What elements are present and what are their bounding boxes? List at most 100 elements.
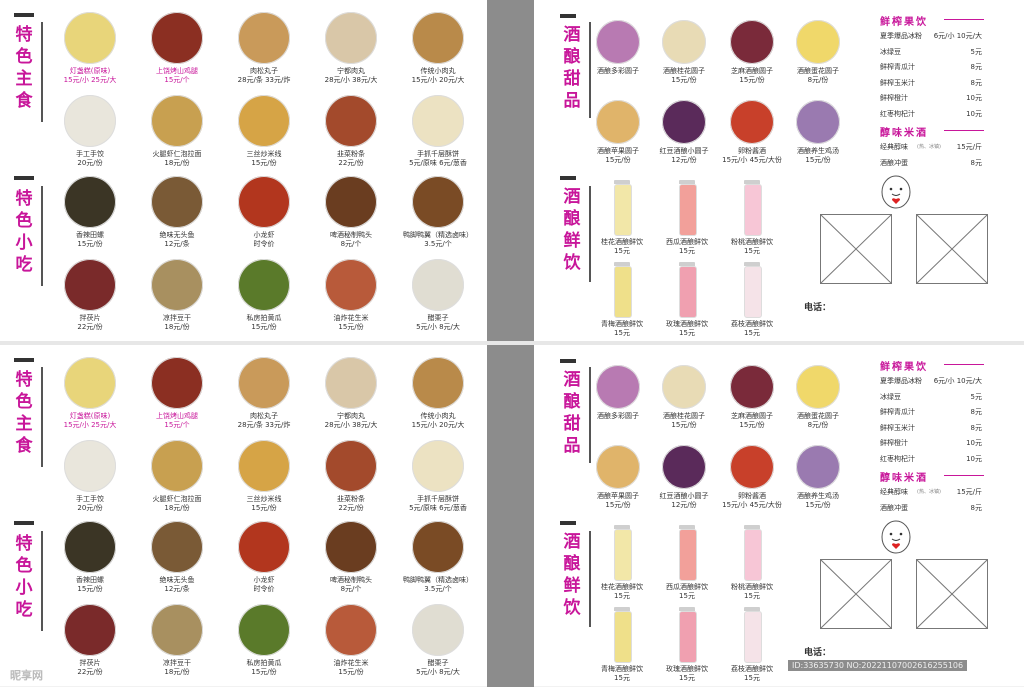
- item-price: 12元/条: [164, 585, 190, 593]
- juice-title: 鲜榨果饮: [880, 362, 928, 373]
- menu-item: 三丝炒米线 15元/份: [218, 440, 310, 513]
- drink-price: 15元: [679, 674, 695, 682]
- dessert-name: 酒酿蛋花圆子: [797, 412, 839, 420]
- item-price: 18元/份: [164, 668, 190, 676]
- menu-item: 肉松丸子 28元/条 33元/炸: [218, 357, 310, 430]
- menu-item: 绝味无头鱼 12元/条: [131, 521, 223, 594]
- dessert-photo: [662, 100, 706, 144]
- drink-name: 粉桃酒酿鲜饮: [731, 238, 773, 246]
- dessert-price: 12元/份: [671, 156, 697, 164]
- food-photo: [412, 176, 464, 228]
- juice-name: 夏季爆品冰粉: [880, 32, 922, 40]
- dessert-item: 酒酿多彩圆子: [572, 20, 664, 76]
- title-rule: [41, 531, 43, 631]
- item-price: 18元/份: [164, 504, 190, 512]
- food-photo: [151, 176, 203, 228]
- food-photo: [238, 12, 290, 64]
- photo-placeholder-box: [820, 214, 892, 284]
- dessert-name: 酒酿多彩圆子: [597, 412, 639, 420]
- item-name: 肉松丸子: [250, 412, 278, 420]
- item-price: 15元/份: [251, 504, 277, 512]
- title-rule: [589, 531, 591, 627]
- dessert-name: 红豆酒酿小圆子: [659, 147, 709, 155]
- menu-item: 宁都肉丸 28元/小 38元/大: [305, 357, 397, 430]
- drink-name: 粉桃酒酿鲜饮: [731, 583, 773, 591]
- dessert-name: 卵粉酱酒: [738, 147, 766, 155]
- juice-price: 5元: [970, 47, 982, 56]
- menu-item: 传统小肉丸 15元/小 20元/大: [392, 12, 484, 85]
- juice-price: 6元/小 10元/大: [933, 377, 982, 385]
- drink-price: 15元: [614, 592, 630, 600]
- juice-name: 鲜榨橙汁: [880, 439, 908, 447]
- food-photo: [151, 12, 203, 64]
- food-photo: [412, 12, 464, 64]
- menu-item: 拌茯片 22元/份: [44, 604, 136, 677]
- food-photo: [325, 521, 377, 573]
- bottle-cap: [744, 180, 760, 184]
- dessert-name: 红豆酒酿小圆子: [659, 492, 709, 500]
- drink-name: 荔枝酒酿鲜饮: [731, 665, 773, 673]
- drink-price: 15元: [744, 247, 760, 255]
- bottle-cap: [679, 262, 695, 266]
- dessert-item: 酒酿蛋花圆子 8元/份: [772, 365, 864, 430]
- bottle-cap: [744, 607, 760, 611]
- item-name: 韭菜粉条: [337, 495, 365, 503]
- food-photo: [412, 521, 464, 573]
- dessert-photo: [596, 20, 640, 64]
- item-price: 18元/份: [164, 159, 190, 167]
- menu-item: 上饶烤山鸡腿 15元/个: [131, 357, 223, 430]
- mascot-icon: [878, 170, 914, 216]
- item-price: 15元/小 20元/大: [411, 76, 465, 84]
- wine-note: (热、冰镇): [917, 144, 941, 150]
- juice-price: 10元: [966, 454, 982, 463]
- dessert-photo: [730, 100, 774, 144]
- menu-item: 火腿虾仁泡拉面 18元/份: [131, 95, 223, 168]
- dessert-name: 酒酿蛋花圆子: [797, 67, 839, 75]
- drink-name: 西瓜酒酿鲜饮: [666, 238, 708, 246]
- dessert-price: 8元/份: [807, 421, 829, 429]
- title-rule: [589, 367, 591, 463]
- item-name: 香辣田螺: [76, 576, 104, 584]
- bottle-cap: [614, 262, 630, 266]
- item-price: 22元/份: [77, 668, 103, 676]
- menu-item: 拌茯片 22元/份: [44, 259, 136, 332]
- dessert-photo: [596, 365, 640, 409]
- menu-item: 绝味无头鱼 12元/条: [131, 176, 223, 249]
- dessert-price: 15元/份: [805, 156, 831, 164]
- item-price: 5元/原味 6元/葱香: [409, 159, 467, 167]
- item-name: 醋栗子: [427, 314, 449, 322]
- juice-name: 鲜榨玉米汁: [880, 78, 915, 87]
- food-photo: [151, 440, 203, 492]
- drink-price: 15元: [679, 329, 695, 337]
- item-name: 手工手饺: [76, 150, 104, 158]
- menu-item: 鸭脚鸭翼（精选卤味） 3.5元/个: [392, 521, 484, 594]
- dessert-name: 酒酿养生鸡汤: [797, 492, 839, 500]
- dessert-item: 酒酿养生鸡汤 15元/份: [772, 100, 864, 165]
- dessert-item: 酒酿养生鸡汤 15元/份: [772, 445, 864, 510]
- food-photo: [151, 357, 203, 409]
- wine-price: 15元/斤: [956, 143, 982, 151]
- item-name: 灯盏糕(原味): [69, 67, 111, 75]
- snack-title: 特色小吃: [15, 189, 33, 275]
- drink-name: 青梅酒酿鲜饮: [601, 665, 643, 673]
- menu-item: 啤酒秘制鸭头 8元/个: [305, 176, 397, 249]
- title-marker: [14, 358, 34, 362]
- juice-title: 鲜榨果饮: [880, 17, 928, 28]
- food-photo: [325, 176, 377, 228]
- food-photo: [64, 357, 116, 409]
- item-name: 灯盏糕(原味): [69, 412, 111, 420]
- dessert-price: 15元/份: [739, 421, 765, 429]
- menu-item: 油炸花生米 15元/份: [305, 259, 397, 332]
- food-photo: [412, 604, 464, 656]
- dessert-photo: [796, 365, 840, 409]
- menu-item: 火腿虾仁泡拉面 18元/份: [131, 440, 223, 513]
- food-photo: [238, 95, 290, 147]
- item-name: 油炸花生米: [333, 659, 369, 667]
- juice-name: 夏季爆品冰粉: [880, 377, 922, 385]
- menu-item: 凉拌豆干 18元/份: [131, 604, 223, 677]
- item-price: 5元/小 8元/大: [416, 668, 460, 676]
- title-rule: [41, 186, 43, 286]
- dessert-price: 8元/份: [807, 76, 829, 84]
- item-name: 啤酒秘制鸭头: [330, 231, 372, 239]
- staple-title: 特色主食: [15, 370, 33, 456]
